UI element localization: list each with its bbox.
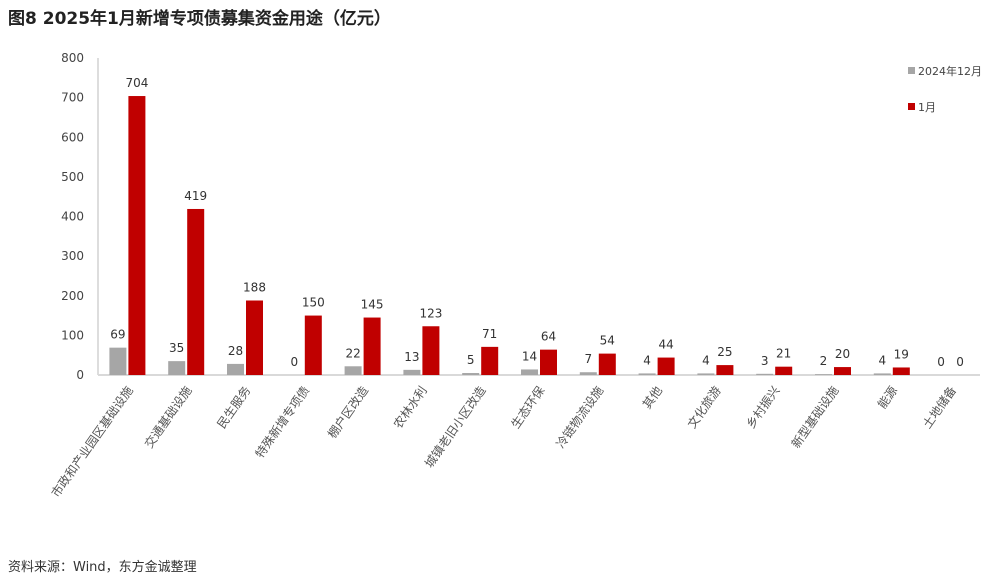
x-tick-label: 能源	[875, 384, 900, 412]
x-tick-label: 民生服务	[214, 383, 254, 431]
x-tick-label: 文化旅游	[684, 383, 724, 431]
data-label: 0	[937, 355, 945, 369]
bar	[873, 373, 891, 375]
data-label: 71	[482, 327, 497, 341]
bar	[363, 317, 381, 375]
data-label: 7	[584, 352, 592, 366]
legend-label: 2024年12月	[918, 64, 982, 78]
y-tick-label: 300	[61, 249, 84, 263]
data-label: 22	[345, 346, 360, 360]
y-tick-label: 100	[61, 328, 84, 342]
bar	[109, 347, 127, 375]
y-tick-label: 500	[61, 170, 84, 184]
data-label: 64	[541, 330, 556, 344]
x-tick-label: 棚户区改造	[324, 383, 371, 441]
bar	[422, 326, 440, 375]
source-note: 资料来源：Wind，东方金诚整理	[8, 560, 197, 575]
data-label: 0	[290, 355, 298, 369]
y-tick-label: 200	[61, 289, 84, 303]
data-label: 25	[717, 345, 732, 359]
bar	[246, 300, 263, 375]
y-tick-label: 700	[61, 91, 84, 105]
bar	[168, 361, 186, 375]
x-tick-label: 农林水利	[391, 384, 430, 431]
data-label: 419	[184, 189, 207, 203]
x-tick-label: 土地储备	[919, 383, 959, 431]
x-tick-label: 其他	[640, 384, 665, 412]
legend-swatch	[908, 67, 915, 74]
x-tick-label: 交通基础设施	[141, 383, 195, 451]
data-label: 54	[600, 334, 615, 348]
x-tick-label: 新型基础设施	[788, 383, 842, 451]
data-label: 2	[820, 354, 828, 368]
x-tick-label: 冷链物流设施	[553, 383, 607, 451]
chart-title: 图8 2025年1月新增专项债募集资金用途（亿元）	[8, 9, 391, 29]
data-label: 35	[169, 341, 184, 355]
bar	[834, 367, 851, 375]
bar	[462, 373, 480, 375]
data-label: 5	[467, 353, 475, 367]
bar	[657, 357, 675, 375]
data-label: 704	[125, 76, 148, 90]
data-label: 145	[361, 298, 384, 312]
bar	[638, 373, 656, 375]
data-label: 3	[761, 354, 769, 368]
y-tick-label: 800	[61, 51, 84, 65]
x-tick-label: 乡村振兴	[744, 384, 783, 431]
data-label: 21	[776, 347, 791, 361]
legend-label: 1月	[918, 101, 936, 114]
bar	[815, 374, 832, 375]
bar	[481, 346, 499, 375]
y-tick-label: 600	[61, 130, 84, 144]
bar	[775, 366, 793, 375]
bar	[756, 373, 774, 375]
bar	[598, 353, 616, 375]
bar	[187, 208, 205, 375]
data-label: 4	[702, 353, 710, 367]
data-label: 28	[228, 344, 243, 358]
y-tick-label: 0	[76, 368, 84, 382]
data-label: 44	[658, 338, 673, 352]
data-label: 150	[302, 296, 325, 310]
x-tick-label: 生态环保	[508, 384, 547, 431]
x-tick-label: 特殊新增专项债	[252, 383, 312, 460]
data-label: 20	[835, 347, 850, 361]
data-label: 188	[243, 281, 266, 295]
data-label: 14	[522, 349, 537, 363]
bar	[304, 315, 322, 375]
bar	[403, 369, 421, 375]
data-label: 4	[643, 353, 651, 367]
bar	[344, 366, 362, 375]
bar	[579, 372, 597, 375]
data-label: 69	[110, 328, 125, 342]
data-label: 19	[894, 347, 909, 361]
bar	[521, 369, 538, 375]
data-label: 4	[878, 353, 886, 367]
legend-swatch	[908, 103, 915, 110]
data-label: 13	[404, 350, 419, 364]
bar	[227, 363, 244, 375]
bar	[540, 349, 557, 375]
bar	[128, 96, 146, 375]
bar	[716, 365, 734, 375]
y-tick-label: 400	[61, 210, 84, 224]
x-tick-label: 市政和产业园区基础设施	[48, 383, 136, 500]
x-tick-label: 城镇老旧小区改造	[422, 384, 489, 471]
data-label: 0	[956, 355, 964, 369]
data-label: 123	[419, 306, 442, 320]
bar	[892, 367, 910, 375]
bar	[697, 373, 715, 375]
